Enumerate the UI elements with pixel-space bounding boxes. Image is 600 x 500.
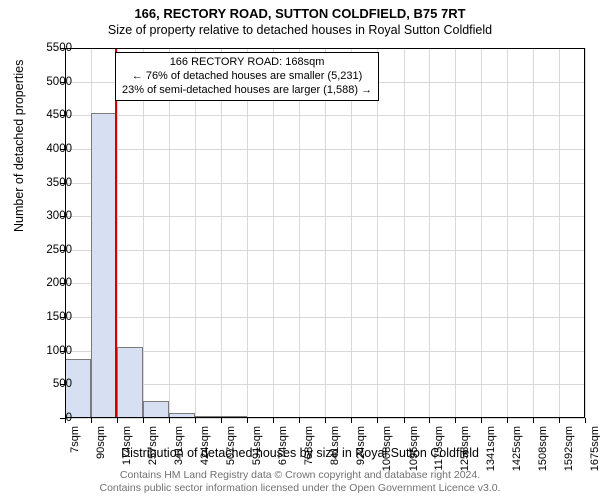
- gridline-v: [404, 48, 405, 418]
- ytick-label: 2500: [17, 244, 72, 256]
- xtick-mark: [221, 418, 222, 423]
- gridline-v: [455, 48, 456, 418]
- gridline-v: [507, 48, 508, 418]
- gridline-v: [299, 48, 300, 418]
- xtick-mark: [585, 418, 586, 423]
- footer: Contains HM Land Registry data © Crown c…: [0, 469, 600, 496]
- property-marker-line: [115, 48, 117, 418]
- histogram-bar: [455, 417, 481, 418]
- xtick-mark: [377, 418, 378, 423]
- xtick-mark: [507, 418, 508, 423]
- xtick-mark: [404, 418, 405, 423]
- histogram-bar: [143, 401, 169, 418]
- xtick-mark: [273, 418, 274, 423]
- histogram-bar: [429, 417, 455, 418]
- histogram-bar: [221, 416, 247, 418]
- histogram-bar: [533, 417, 559, 418]
- xtick-mark: [117, 418, 118, 423]
- gridline-v: [273, 48, 274, 418]
- gridline-v: [533, 48, 534, 418]
- ytick-label: 3500: [17, 177, 72, 189]
- histogram-bar: [325, 417, 351, 418]
- xtick-mark: [351, 418, 352, 423]
- chart-container: 166, RECTORY ROAD, SUTTON COLDFIELD, B75…: [0, 0, 600, 500]
- gridline-v: [429, 48, 430, 418]
- ytick-label: 4000: [17, 143, 72, 155]
- footer-line-2: Contains public sector information licen…: [0, 482, 600, 496]
- xtick-mark: [455, 418, 456, 423]
- xtick-mark: [143, 418, 144, 423]
- xtick-mark: [91, 418, 92, 423]
- annotation-line-3: 23% of semi-detached houses are larger (…: [122, 84, 372, 98]
- histogram-bar: [91, 113, 117, 418]
- plot-area: 166 RECTORY ROAD: 168sqm ← 76% of detach…: [65, 48, 585, 418]
- histogram-bar: [195, 416, 221, 418]
- histogram-bar: [403, 417, 429, 418]
- ytick-label: 4500: [17, 109, 72, 121]
- histogram-bar: [117, 347, 143, 418]
- xtick-mark: [481, 418, 482, 423]
- xtick-mark: [533, 418, 534, 423]
- gridline-v: [585, 48, 586, 418]
- gridline-v: [559, 48, 560, 418]
- ytick-label: 1000: [17, 345, 72, 357]
- ytick-label: 500: [17, 378, 72, 390]
- gridline-v: [195, 48, 196, 418]
- gridline-v: [143, 48, 144, 418]
- xtick-mark: [169, 418, 170, 423]
- ytick-label: 2000: [17, 277, 72, 289]
- x-axis-label: Distribution of detached houses by size …: [0, 446, 600, 460]
- gridline-v: [247, 48, 248, 418]
- histogram-bar: [247, 417, 273, 418]
- ytick-label: 0: [17, 412, 72, 424]
- histogram-bar: [559, 417, 585, 418]
- gridline-v: [481, 48, 482, 418]
- gridline-v: [377, 48, 378, 418]
- histogram-bar: [169, 413, 195, 418]
- footer-line-1: Contains HM Land Registry data © Crown c…: [0, 469, 600, 483]
- xtick-mark: [559, 418, 560, 423]
- xtick-mark: [195, 418, 196, 423]
- ytick-label: 5500: [17, 42, 72, 54]
- gridline-v: [325, 48, 326, 418]
- xtick-mark: [429, 418, 430, 423]
- xtick-mark: [325, 418, 326, 423]
- xtick-mark: [299, 418, 300, 423]
- gridline-v: [169, 48, 170, 418]
- ytick-label: 3000: [17, 210, 72, 222]
- gridline-v: [351, 48, 352, 418]
- gridline-v: [221, 48, 222, 418]
- histogram-bar: [273, 417, 299, 418]
- ytick-label: 1500: [17, 311, 72, 323]
- annotation-line-1: 166 RECTORY ROAD: 168sqm: [122, 56, 372, 70]
- histogram-bar: [299, 417, 325, 418]
- chart-title: 166, RECTORY ROAD, SUTTON COLDFIELD, B75…: [0, 0, 600, 21]
- annotation-line-2: ← 76% of detached houses are smaller (5,…: [122, 70, 372, 84]
- histogram-bar: [507, 417, 533, 418]
- histogram-bar: [481, 417, 507, 418]
- xtick-mark: [247, 418, 248, 423]
- histogram-bar: [377, 417, 403, 418]
- chart-subtitle: Size of property relative to detached ho…: [0, 21, 600, 37]
- histogram-bar: [351, 417, 377, 418]
- ytick-label: 5000: [17, 76, 72, 88]
- annotation-box: 166 RECTORY ROAD: 168sqm ← 76% of detach…: [115, 52, 379, 101]
